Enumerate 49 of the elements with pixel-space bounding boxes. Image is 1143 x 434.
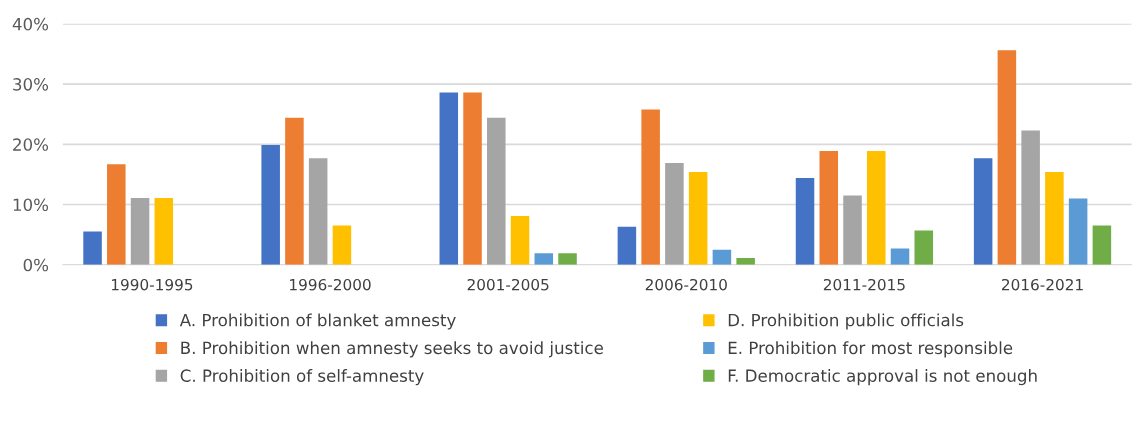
bar	[795, 178, 815, 265]
bar	[558, 253, 577, 265]
bar	[1092, 225, 1112, 265]
x-tick-label: 1996-2000	[290, 278, 371, 291]
bar	[712, 249, 732, 265]
bar	[130, 197, 150, 265]
bar	[1021, 130, 1040, 265]
bar	[617, 226, 637, 265]
x-tick-label: 2011-2015	[823, 278, 905, 291]
legend-label: C. Prohibition of self-amnesty	[180, 369, 424, 386]
bar	[463, 92, 482, 265]
x-tick-label: 2016-2021	[1001, 278, 1083, 291]
bar	[487, 117, 506, 265]
bar	[736, 258, 755, 265]
y-tick-label: 30%	[13, 78, 49, 91]
bar	[439, 92, 459, 265]
bar	[665, 162, 684, 265]
bar	[285, 117, 304, 265]
bar	[819, 150, 839, 265]
bar	[154, 197, 174, 265]
bar	[534, 253, 554, 265]
legend-label: F. Democratic approval is not enough	[728, 369, 1037, 386]
x-tick-label: 1990-1995	[111, 278, 193, 291]
bar	[843, 195, 862, 265]
x-tick-label: 2001-2005	[467, 278, 549, 291]
bar	[1068, 198, 1088, 265]
legend-label: E. Prohibition for most responsible	[728, 341, 1013, 358]
bar	[688, 172, 708, 265]
bar	[867, 150, 886, 265]
x-tick-label: 2006-2010	[645, 278, 727, 291]
bar	[332, 225, 352, 265]
bar	[107, 164, 126, 265]
bar	[641, 109, 660, 265]
bar	[83, 231, 102, 265]
legend-label: A. Prohibition of blanket amnesty	[179, 313, 456, 330]
bar	[261, 144, 280, 265]
legend-label: D. Prohibition public officials	[728, 313, 964, 330]
y-tick-label: 40%	[12, 17, 49, 31]
bar	[1045, 172, 1064, 265]
bar	[973, 158, 993, 265]
bar	[890, 248, 910, 265]
y-tick-label: 10%	[13, 198, 49, 212]
bar	[510, 215, 530, 265]
legend-label: B. Prohibition when amnesty seeks to avoid justice	[181, 341, 603, 358]
bar	[914, 230, 934, 265]
bar	[997, 50, 1017, 265]
bar	[308, 158, 328, 265]
y-tick-label: 0%	[23, 258, 49, 272]
y-tick-label: 20%	[13, 138, 49, 151]
